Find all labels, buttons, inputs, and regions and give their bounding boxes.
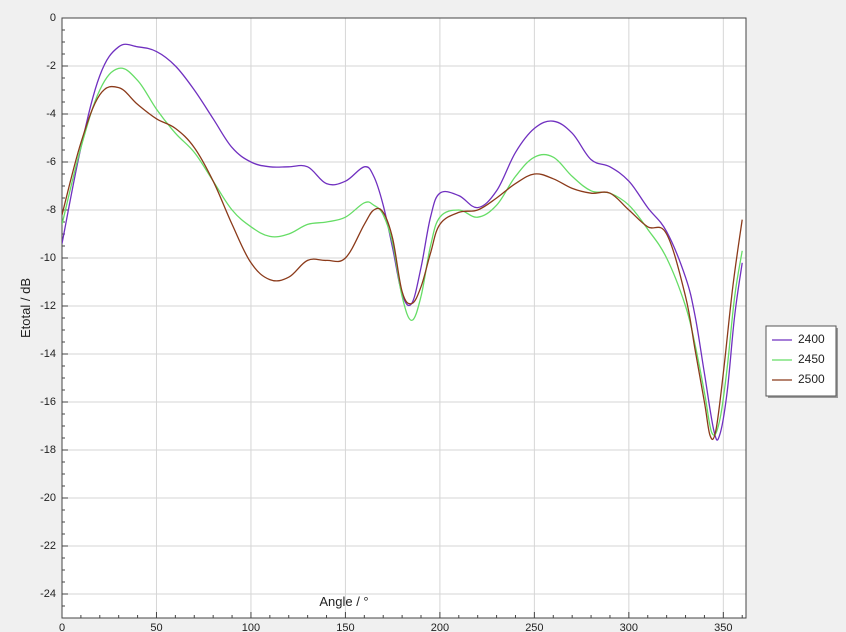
y-tick-label: -8: [46, 204, 56, 216]
series-line-2400: [62, 43, 743, 441]
legend-label-2500: 2500: [798, 372, 825, 386]
y-tick-label: -6: [46, 156, 56, 168]
y-tick-label: -4: [46, 108, 56, 120]
y-axis-title: Etotal / dB: [18, 278, 33, 338]
series-layer: [62, 43, 743, 441]
x-tick-label: 200: [431, 622, 449, 632]
x-tick-label: 350: [714, 622, 732, 632]
y-tick-label: -16: [40, 396, 56, 408]
y-tick-label: -20: [40, 492, 56, 504]
legend-box: [765, 325, 837, 397]
y-tick-label: -22: [40, 540, 56, 552]
grid-layer: [61, 17, 746, 618]
y-tick-label: -12: [40, 300, 56, 312]
axis-layer: [61, 17, 747, 619]
x-tick-label: 0: [59, 622, 65, 632]
x-tick-label: 150: [336, 622, 354, 632]
y-tick-label: -10: [40, 252, 56, 264]
y-tick-label: -18: [40, 444, 56, 456]
y-tick-label: -24: [40, 588, 56, 600]
x-tick-label: 300: [620, 622, 638, 632]
x-tick-label: 250: [525, 622, 543, 632]
legend: 2400 2450 2500: [765, 325, 838, 398]
series-line-2450: [62, 67, 743, 436]
label-layer: 0 50 100 150 200 250 300 350 0 -2 -4 -6 -8 -10 -12 -14 -…: [18, 12, 733, 632]
legend-label-2400: 2400: [798, 332, 825, 346]
x-tick-label: 100: [242, 622, 260, 632]
x-axis-title: Angle / °: [319, 594, 368, 609]
y-tick-label: 0: [50, 12, 56, 24]
series-line-2500: [62, 85, 743, 440]
legend-label-2450: 2450: [798, 352, 825, 366]
x-tick-label: 50: [150, 622, 162, 632]
y-tick-label: -2: [46, 60, 56, 72]
y-tick-label: -14: [40, 348, 56, 360]
plot-background: [62, 18, 746, 618]
